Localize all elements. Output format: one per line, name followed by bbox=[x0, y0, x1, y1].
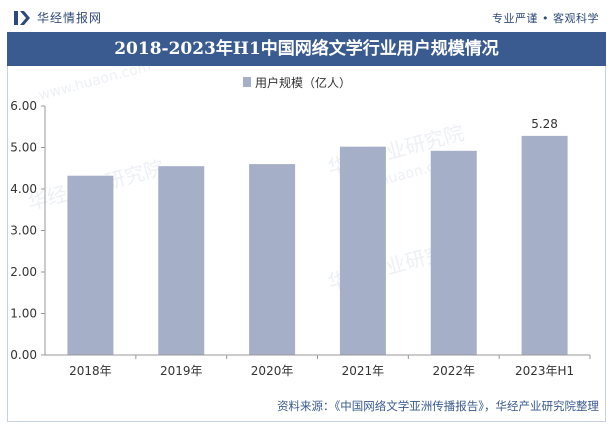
x-tick-label: 2022年 bbox=[432, 364, 475, 378]
y-tick-label: 3.00 bbox=[10, 224, 37, 238]
top-bar: 华经情报网 专业严谨 • 客观科学 bbox=[0, 0, 613, 32]
y-axis: 0.00 1.00 2.00 3.00 4.00 5.00 6.00 bbox=[10, 99, 46, 362]
chart-title: 2018-2023年H1中国网络文学行业用户规模情况 bbox=[7, 32, 606, 66]
y-tick-label: 2.00 bbox=[10, 265, 37, 279]
y-tick-label: 1.00 bbox=[10, 307, 37, 321]
x-tick-label: 2023年H1 bbox=[515, 364, 574, 378]
bar bbox=[67, 175, 114, 355]
data-labels: 5.28 bbox=[531, 117, 558, 131]
bar bbox=[249, 164, 296, 355]
chart-panel bbox=[7, 66, 606, 422]
y-tick-label: 0.00 bbox=[10, 348, 37, 362]
bar bbox=[158, 166, 205, 355]
bars bbox=[67, 135, 568, 355]
y-tick-label: 5.00 bbox=[10, 141, 37, 155]
brand-name: 华经情报网 bbox=[37, 11, 103, 25]
y-tick-label: 6.00 bbox=[10, 99, 37, 113]
x-axis: 2018年 2019年 2020年 2021年 2022年 2023年H1 bbox=[45, 354, 591, 378]
x-tick-label: 2019年 bbox=[160, 364, 203, 378]
bar bbox=[339, 146, 386, 355]
legend-swatch bbox=[243, 77, 251, 87]
brand-logo-icon bbox=[14, 10, 30, 25]
y-tick-label: 4.00 bbox=[10, 182, 37, 196]
data-label: 5.28 bbox=[531, 117, 558, 131]
bar bbox=[521, 135, 568, 355]
watermark-url: www.huaon.com bbox=[37, 58, 153, 103]
source-note: 资料来源：《中国网络文学亚洲传播报告》，华经产业研究院整理 bbox=[277, 399, 599, 413]
x-tick-label: 2021年 bbox=[342, 364, 385, 378]
slogan: 专业严谨 • 客观科学 bbox=[492, 12, 599, 25]
brand: 华经情报网 bbox=[14, 9, 102, 26]
legend-label: 用户规模（亿人） bbox=[255, 75, 351, 90]
x-tick-label: 2020年 bbox=[251, 364, 294, 378]
legend: 用户规模（亿人） bbox=[243, 75, 351, 90]
x-tick-label: 2018年 bbox=[69, 364, 112, 378]
bar bbox=[430, 150, 477, 355]
